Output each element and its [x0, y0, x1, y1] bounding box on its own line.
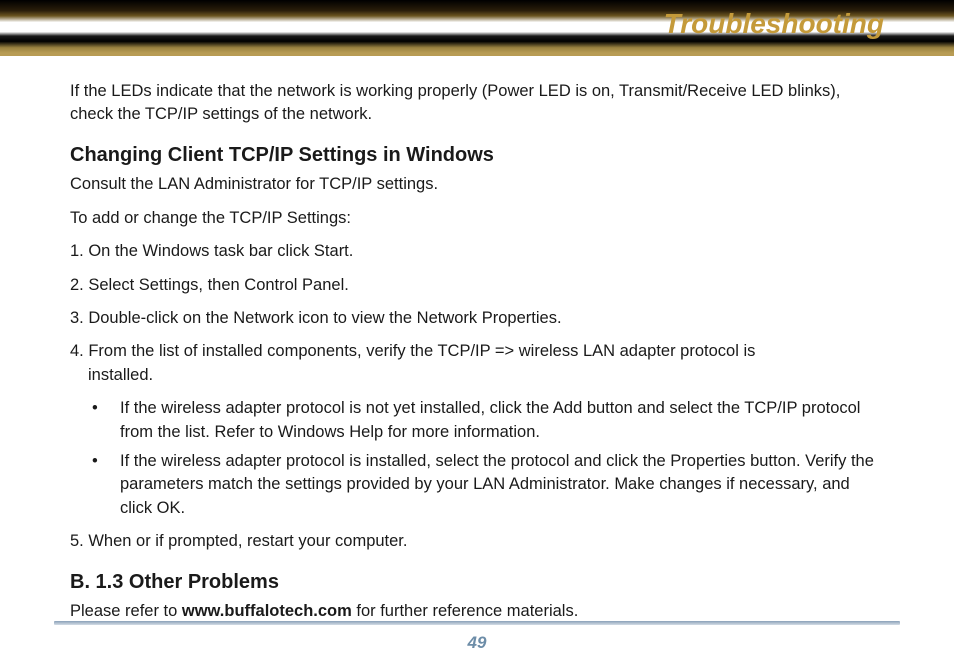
intro-paragraph: If the LEDs indicate that the network is…: [70, 80, 884, 127]
page-number: 49: [0, 633, 954, 653]
page-heading: Troubleshooting: [664, 8, 884, 40]
buffalotech-link-text: www.buffalotech.com: [182, 602, 352, 620]
step-4-line1: 4. From the list of installed components…: [70, 340, 884, 363]
bullet-1-text: If the wireless adapter protocol is not …: [114, 397, 884, 444]
consult-line: Consult the LAN Administrator for TCP/IP…: [70, 173, 884, 196]
step-4-line2: installed.: [70, 364, 884, 387]
bullet-2-text: If the wireless adapter protocol is inst…: [114, 450, 884, 520]
refer-text-before: Please refer to: [70, 602, 182, 620]
header-stripe: Troubleshooting: [0, 0, 954, 56]
bullet-item-2: • If the wireless adapter protocol is in…: [70, 450, 884, 520]
bullet-item-1: • If the wireless adapter protocol is no…: [70, 397, 884, 444]
footer-rule: [54, 621, 900, 625]
section-heading-tcpip: Changing Client TCP/IP Settings in Windo…: [70, 141, 884, 169]
document-body: If the LEDs indicate that the network is…: [0, 56, 954, 654]
step-2: 2. Select Settings, then Control Panel.: [70, 274, 884, 297]
step-1: 1. On the Windows task bar click Start.: [70, 240, 884, 263]
step-3: 3. Double-click on the Network icon to v…: [70, 307, 884, 330]
step-5: 5. When or if prompted, restart your com…: [70, 530, 884, 553]
bullet-mark-icon: •: [92, 397, 114, 444]
refer-text-after: for further reference materials.: [352, 602, 579, 620]
section-heading-other: B. 1.3 Other Problems: [70, 568, 884, 596]
bullet-mark-icon: •: [92, 450, 114, 520]
to-add-line: To add or change the TCP/IP Settings:: [70, 207, 884, 230]
